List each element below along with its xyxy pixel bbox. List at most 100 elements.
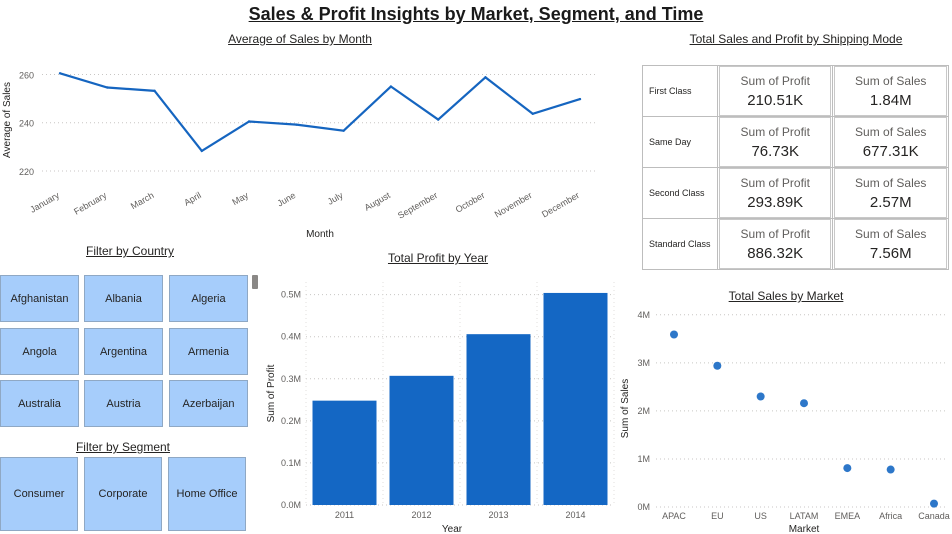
y-tick-label: 1M (637, 454, 650, 464)
sales-card: Sum of Sales 1.84M (834, 66, 947, 116)
x-tick-label: 2011 (335, 510, 354, 520)
market-point-eu (713, 361, 722, 370)
x-tick-label: 2012 (411, 510, 431, 520)
country-tile-australia[interactable]: Australia (0, 380, 79, 427)
x-tick-label: October (454, 190, 487, 215)
profit-bar-2014 (543, 292, 608, 505)
profit-bar-2013 (466, 334, 531, 505)
x-tick-label: May (230, 190, 250, 207)
y-tick-label: 240 (19, 119, 34, 129)
line-point (106, 86, 109, 89)
country-tile-algeria[interactable]: Algeria (169, 275, 248, 322)
y-tick-label: 3M (637, 358, 650, 368)
profit-card-value: 886.32K (747, 244, 804, 262)
country-tile-albania[interactable]: Albania (84, 275, 163, 322)
sales-card-value: 1.84M (869, 91, 912, 109)
x-tick-label: November (493, 190, 534, 219)
line-point (247, 120, 251, 123)
x-tick-label: 2014 (565, 510, 585, 520)
segment-tile-home-office[interactable]: Home Office (168, 457, 246, 531)
y-axis-title: Average of Sales (2, 82, 13, 158)
segment-filter-title: Filter by Segment (75, 440, 171, 454)
sales-card-label: Sum of Sales (855, 226, 927, 241)
y-tick-label: 0.3M (281, 374, 301, 384)
x-axis-title: Month (306, 229, 334, 240)
country-tile-argentina[interactable]: Argentina (84, 328, 163, 375)
shipping-mode-table: First Class Sum of Profit 210.51K Sum of Sa… (642, 65, 949, 270)
sales-card: Sum of Sales 677.31K (834, 117, 947, 167)
market-point-apac (670, 330, 678, 339)
country-tile-afghanistan[interactable]: Afghanistan (0, 275, 79, 322)
shipping-row: First Class Sum of Profit 210.51K Sum of Sa… (642, 65, 949, 117)
line-point (153, 89, 156, 93)
y-tick-label: 4M (637, 310, 650, 320)
market-chart-title: Total Sales by Market (728, 289, 844, 303)
monthly-line-chart[interactable]: 220 240 260 January February March April May Jun… (0, 48, 620, 244)
y-tick-label: 260 (19, 70, 34, 80)
country-tile-austria[interactable]: Austria (84, 380, 163, 427)
shipping-title: Total Sales and Profit by Shipping Mode (689, 32, 903, 46)
sales-card: Sum of Sales 7.56M (834, 219, 947, 269)
profit-card-label: Sum of Profit (740, 175, 810, 190)
monthly-chart-title: Average of Sales by Month (228, 32, 372, 46)
y-tick-label: 220 (19, 167, 34, 177)
x-tick-label: June (275, 190, 297, 208)
y-tick-label: 0.4M (281, 332, 301, 342)
profit-bar-2011 (312, 400, 377, 505)
x-axis-title: Market (789, 524, 820, 534)
x-tick-label: December (540, 190, 581, 219)
profit-card-value: 76.73K (751, 142, 799, 160)
market-point-latam (800, 399, 808, 408)
country-filter-title: Filter by Country (85, 244, 175, 258)
y-tick-label: 0.1M (281, 458, 301, 468)
country-tile-armenia[interactable]: Armenia (169, 328, 248, 375)
x-tick-label: 2013 (488, 510, 508, 520)
x-tick-label: March (129, 190, 156, 211)
profit-card: Sum of Profit 210.51K (718, 66, 832, 116)
yearly-bar-chart[interactable]: 0.0M 0.1M 0.2M 0.3M 0.4M 0.5M 2011 2012 2013 2014… (258, 268, 622, 534)
shipping-mode-label: Same Day (642, 116, 718, 168)
x-tick-label: Africa (879, 511, 902, 521)
x-tick-label: APAC (662, 511, 686, 521)
x-tick-label: LATAM (790, 511, 819, 521)
country-filter-scrollbar[interactable] (252, 275, 258, 289)
line-point (342, 129, 345, 132)
country-tile-azerbaijan[interactable]: Azerbaijan (169, 380, 248, 427)
shipping-mode-label: Standard Class (642, 218, 718, 270)
dashboard-title: Sales & Profit Insights by Market, Segme… (248, 4, 704, 24)
y-tick-label: 0.0M (281, 500, 301, 510)
segment-tile-consumer[interactable]: Consumer (0, 457, 78, 531)
market-point-africa (886, 465, 895, 474)
line-point (484, 76, 487, 79)
x-tick-label: EU (711, 511, 724, 521)
segment-tile-corporate[interactable]: Corporate (84, 457, 162, 531)
shipping-row: Same Day Sum of Profit 76.73K Sum of Sales 6… (642, 116, 949, 168)
country-tile-angola[interactable]: Angola (0, 328, 79, 375)
line-point (58, 72, 62, 75)
y-axis-title: Sum of Sales (620, 379, 631, 438)
sales-card-label: Sum of Sales (855, 73, 927, 88)
profit-card-value: 293.89K (747, 193, 804, 211)
profit-card: Sum of Profit 76.73K (718, 117, 832, 167)
x-tick-label: January (28, 190, 61, 215)
profit-bar-2012 (389, 375, 454, 505)
market-point-us (756, 392, 765, 401)
x-tick-label: July (326, 190, 345, 207)
y-tick-label: 0.2M (281, 416, 301, 426)
sales-card-label: Sum of Sales (855, 175, 927, 190)
profit-card: Sum of Profit 886.32K (718, 219, 832, 269)
x-tick-label: US (754, 511, 767, 521)
market-point-emea (843, 464, 852, 473)
profit-card: Sum of Profit 293.89K (718, 168, 832, 218)
yearly-chart-title: Total Profit by Year (387, 251, 489, 265)
line-point (578, 97, 582, 101)
shipping-mode-label: First Class (642, 65, 718, 117)
sales-card-value: 2.57M (869, 193, 912, 211)
shipping-row: Standard Class Sum of Profit 886.32K Sum of… (642, 218, 949, 270)
x-tick-label: Canada (918, 511, 950, 521)
market-scatter-chart[interactable]: 0M 1M 2M 3M 4M APAC EU US LATAM EMEA Africa Canada M… (612, 302, 952, 534)
sales-line-series (59, 72, 581, 153)
line-point (531, 112, 534, 115)
y-tick-label: 0M (637, 502, 650, 512)
y-tick-label: 0.5M (281, 290, 301, 300)
